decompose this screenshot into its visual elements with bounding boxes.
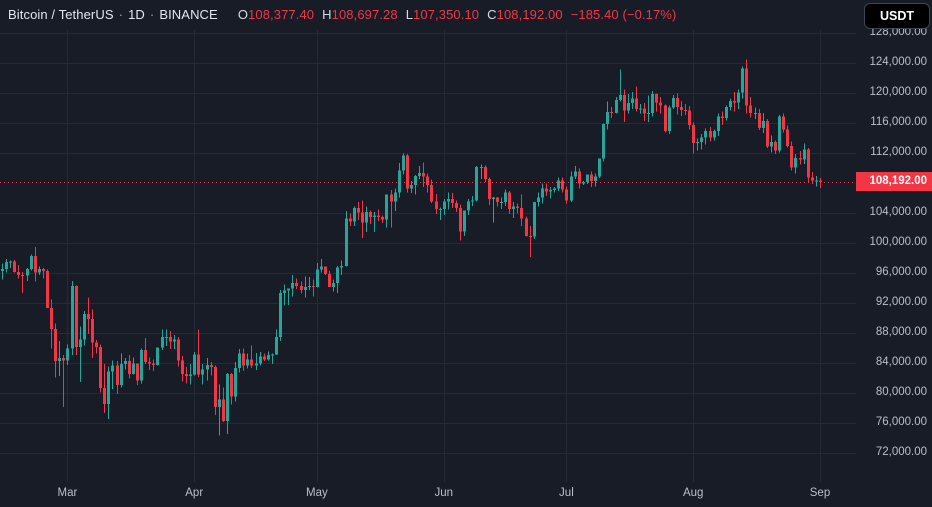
price-axis-label: 84,000.00: [875, 356, 927, 369]
time-axis-label: Sep: [809, 487, 831, 499]
price-axis-label: 120,000.00: [869, 86, 927, 99]
change-value: −185.40 (−0.17%): [570, 7, 677, 22]
time-axis-label: May: [306, 487, 328, 499]
low-value: 107,350.10: [413, 7, 480, 22]
exchange-label: BINANCE: [159, 7, 218, 22]
symbol-header: Bitcoin / TetherUS · 1D · BINANCE O108,377.40…: [8, 7, 676, 22]
symbol-title[interactable]: Bitcoin / TetherUS · 1D · BINANCE: [8, 7, 218, 22]
candles-group: [1, 59, 822, 436]
time-axis-label: Jul: [559, 487, 574, 499]
time-axis-label: Aug: [682, 487, 704, 499]
close-value: 108,192.00: [496, 7, 563, 22]
price-axis-label: 76,000.00: [875, 416, 927, 429]
time-axis-label: Apr: [185, 487, 204, 499]
price-axis-label: 100,000.00: [869, 236, 927, 249]
ohlc-values: O108,377.40 H108,697.28 L107,350.10 C108,19…: [230, 7, 677, 22]
price-axis-label: 104,000.00: [869, 206, 927, 219]
high-value: 108,697.28: [331, 7, 398, 22]
separator-dot: ·: [118, 7, 124, 22]
price-axis-label: 96,000.00: [875, 266, 927, 279]
price-axis-label: 80,000.00: [875, 386, 927, 399]
price-axis-label: 116,000.00: [870, 116, 927, 129]
currency-toggle-button[interactable]: USDT: [863, 3, 930, 29]
high-label: H: [322, 7, 332, 22]
grid-lines: [0, 30, 856, 482]
time-axis[interactable]: Mar Apr May Jun Jul Aug Sep: [0, 482, 856, 507]
current-price-tag: 108,192.00: [856, 172, 932, 192]
low-label: L: [405, 7, 414, 22]
price-axis-label: 92,000.00: [875, 296, 927, 309]
interval-label: 1D: [128, 7, 145, 22]
open-label: O: [237, 7, 249, 22]
time-axis-label: Mar: [57, 487, 78, 499]
price-axis-label: 88,000.00: [875, 326, 927, 339]
time-axis-label: Jun: [434, 487, 453, 499]
price-axis-label: 128,000.00: [869, 26, 927, 39]
price-axis-label: 72,000.00: [875, 446, 927, 459]
close-label: C: [487, 7, 497, 22]
price-axis-label: 124,000.00: [869, 56, 927, 69]
price-axis-label: 112,000.00: [870, 146, 927, 159]
separator-dot: ·: [149, 7, 155, 22]
price-axis[interactable]: 128,000.00 124,000.00 120,000.00 116,000.00…: [856, 0, 932, 482]
open-value: 108,377.40: [248, 7, 315, 22]
